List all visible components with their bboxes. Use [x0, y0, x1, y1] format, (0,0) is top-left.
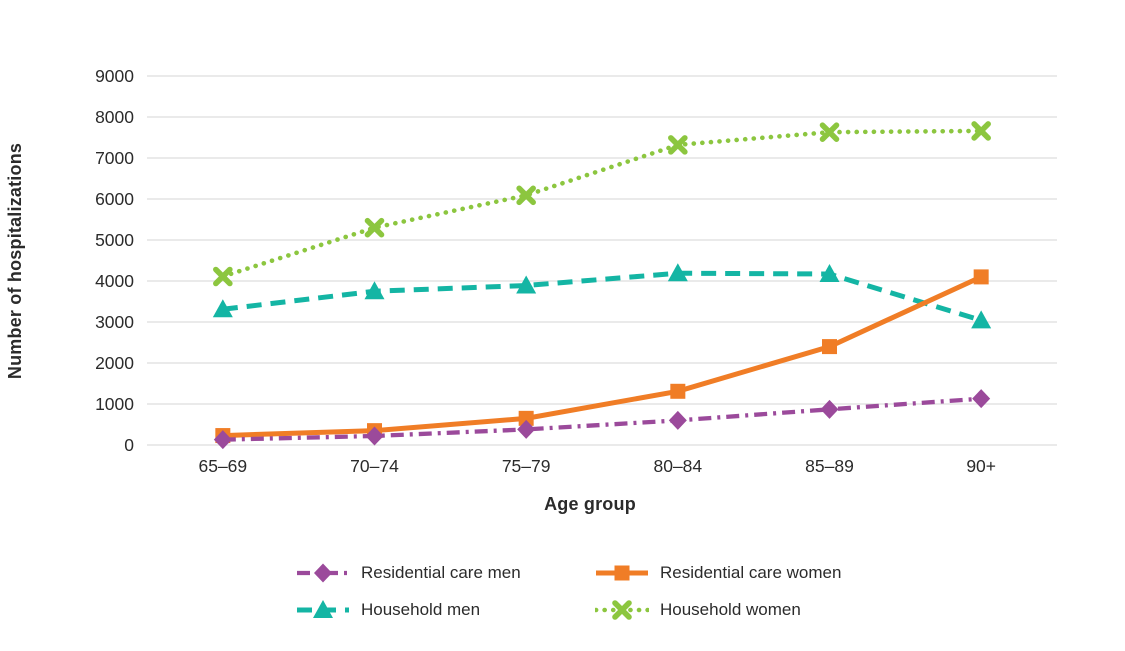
legend-label: Residential care women: [660, 562, 842, 582]
x-marker-icon: [819, 122, 840, 142]
triangle-marker-icon: [364, 281, 385, 300]
legend-item-residential-care-women: Residential care women: [595, 561, 841, 585]
series-line: [222, 270, 982, 323]
square-marker-icon: [518, 410, 534, 426]
square-marker-icon: [614, 565, 630, 580]
x-tick-label: 70–74: [350, 456, 399, 476]
triangle-marker-icon: [313, 599, 333, 618]
x-marker-icon: [668, 135, 688, 155]
series-household-men: [212, 263, 992, 329]
y-tick-label: 7000: [95, 148, 134, 168]
x-marker-icon: [516, 185, 536, 206]
diamond-marker-icon: [213, 430, 232, 450]
diamond-marker-icon: [668, 410, 687, 430]
y-tick-label: 2000: [95, 353, 134, 373]
y-tick-label: 9000: [95, 66, 134, 86]
diamond-marker-icon: [820, 399, 839, 419]
diamond-marker-icon: [517, 419, 536, 439]
legend-item-household-women: Household women: [595, 598, 841, 622]
series-household-women: [213, 121, 991, 287]
x-marker-icon: [612, 599, 632, 620]
triangle-marker-icon: [971, 310, 992, 329]
dashed-triangle-swatch-icon: [297, 599, 349, 618]
series-residential-care-women: [215, 269, 989, 444]
triangle-marker-icon: [516, 275, 537, 294]
chart-legend: Residential care men Residential care wo…: [296, 554, 841, 628]
y-tick-label: 8000: [95, 107, 134, 127]
y-tick-label: 1000: [95, 394, 134, 414]
legend-label: Residential care men: [361, 562, 521, 582]
x-tick-label: 75–79: [502, 456, 551, 476]
legend-label: Household women: [660, 599, 801, 619]
diamond-marker-icon: [365, 426, 384, 446]
x-marker-icon: [213, 266, 233, 287]
x-tick-label: 85–89: [805, 456, 854, 476]
y-tick-label: 6000: [95, 189, 134, 209]
triangle-marker-icon: [819, 264, 840, 283]
y-tick-label: 4000: [95, 271, 134, 291]
x-tick-label: 90+: [966, 456, 996, 476]
triangle-marker-icon: [667, 263, 688, 282]
legend-item-household-men: Household men: [296, 598, 595, 622]
x-marker-icon: [364, 217, 385, 238]
y-axis-title: Number of hospitalizations: [5, 142, 25, 380]
x-marker-icon: [971, 121, 991, 141]
y-tick-label: 0: [124, 435, 134, 455]
triangle-marker-icon: [212, 299, 233, 318]
series-residential-care-men: [213, 389, 991, 450]
legend-label: Household men: [361, 599, 481, 619]
diamond-marker-icon: [972, 389, 991, 409]
x-tick-label: 65–69: [198, 456, 247, 476]
x-axis-title: Age group: [544, 494, 636, 514]
y-tick-label: 3000: [95, 312, 134, 332]
legend-item-residential-care-men: Residential care men: [296, 561, 595, 585]
y-tick-label: 5000: [95, 230, 134, 250]
square-marker-icon: [822, 339, 837, 355]
diamond-marker-icon: [314, 563, 332, 582]
dotted-x-swatch-icon: [595, 599, 649, 620]
square-marker-icon: [973, 269, 989, 285]
solid-square-swatch-icon: [596, 565, 648, 580]
series-line: [220, 128, 984, 279]
square-marker-icon: [670, 383, 686, 399]
series-line: [222, 274, 983, 439]
x-tick-label: 80–84: [653, 456, 702, 476]
dash-dot-diamond-swatch-icon: [297, 563, 349, 582]
